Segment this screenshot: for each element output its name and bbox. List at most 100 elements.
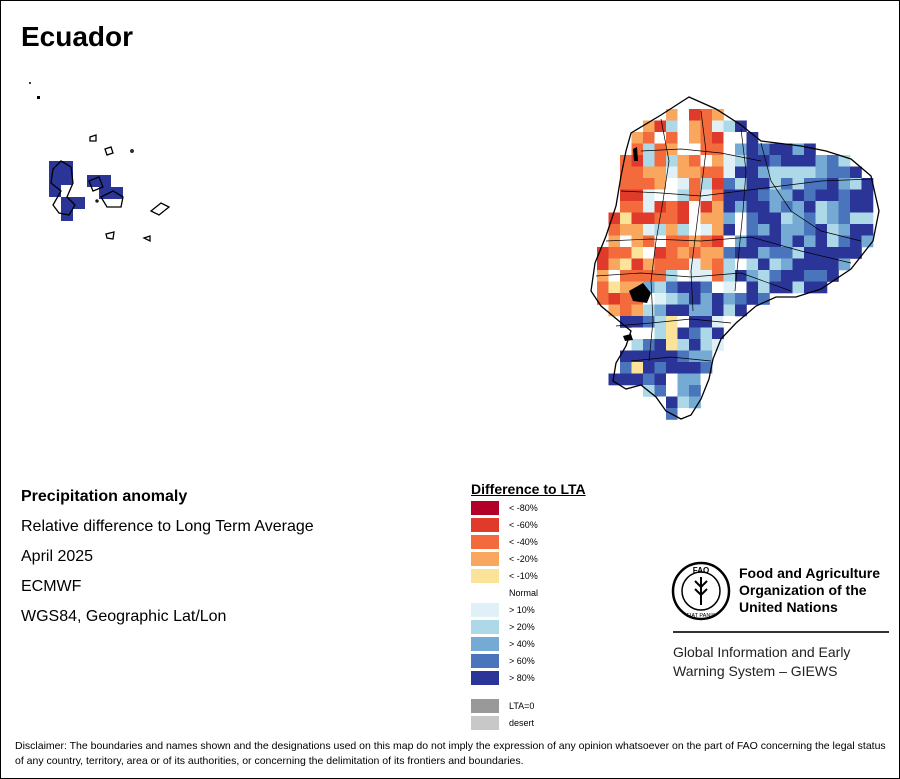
anomaly-cell [654, 235, 667, 248]
anomaly-cell [666, 293, 678, 305]
anomaly-cell [677, 396, 690, 409]
anomaly-cell [758, 235, 770, 248]
anomaly-cell [666, 385, 678, 397]
anomaly-cell [861, 224, 874, 236]
anomaly-cell [620, 235, 632, 248]
anomaly-cell [792, 258, 805, 271]
anomaly-cell [758, 224, 770, 236]
anomaly-cell [712, 166, 724, 179]
anomaly-cell [631, 247, 644, 259]
fao-logo: FAO FIAT PANIS [671, 561, 731, 621]
legend-swatch [471, 535, 499, 549]
anomaly-cell [723, 281, 736, 294]
anomaly-cell [769, 212, 782, 225]
anomaly-cell [700, 178, 713, 190]
anomaly-cell [666, 304, 678, 317]
anomaly-cell [689, 109, 701, 121]
anomaly-cell [677, 304, 690, 317]
anomaly-cell [677, 270, 690, 282]
anomaly-cell [689, 281, 701, 294]
anomaly-cell [746, 235, 759, 248]
anomaly-cell [804, 281, 816, 294]
anomaly-cell [677, 201, 690, 213]
anomaly-cell [712, 281, 724, 294]
anomaly-cell [746, 132, 759, 144]
anomaly-cell [677, 212, 690, 225]
anomaly-cell [620, 362, 632, 374]
anomaly-cell [838, 166, 851, 179]
anomaly-cell [746, 258, 759, 271]
anomaly-cell [677, 350, 690, 363]
anomaly-cell [792, 247, 805, 259]
anomaly-cell [769, 155, 782, 167]
anomaly-cell [723, 258, 736, 271]
anomaly-cell [815, 235, 828, 248]
anomaly-cell [608, 212, 621, 225]
anomaly-cell [769, 189, 782, 202]
map-subtitle: Relative difference to Long Term Average [21, 518, 314, 535]
anomaly-cell [666, 235, 678, 248]
anomaly-cell [827, 224, 839, 236]
anomaly-cell [792, 270, 805, 282]
anomaly-cell [735, 201, 747, 213]
anomaly-cell [746, 166, 759, 179]
anomaly-cell [723, 212, 736, 225]
anomaly-cell [654, 362, 667, 374]
anomaly-cell [850, 247, 862, 259]
anomaly-cell [723, 189, 736, 202]
anomaly-cell [723, 166, 736, 179]
anomaly-cell [654, 293, 667, 305]
anomaly-cell [861, 212, 874, 225]
anomaly-cell [758, 166, 770, 179]
anomaly-cell [712, 143, 724, 156]
anomaly-cell [746, 293, 759, 305]
anomaly-cell [769, 178, 782, 190]
anomaly-cell [631, 362, 644, 374]
anomaly-cell [677, 155, 690, 167]
anomaly-cell [792, 224, 805, 236]
anomaly-cell [689, 396, 701, 409]
legend-item: > 80% [471, 671, 535, 685]
anomaly-cell [643, 132, 655, 144]
anomaly-cell [631, 350, 644, 363]
anomaly-cell [746, 247, 759, 259]
anomaly-cell [643, 155, 655, 167]
anomaly-cell [654, 385, 667, 397]
anomaly-cell [643, 166, 655, 179]
map-source: ECMWF [21, 578, 82, 595]
anomaly-cell [654, 155, 667, 167]
anomaly-cell [723, 316, 736, 328]
anomaly-cell [677, 120, 690, 133]
map-projection: WGS84, Geographic Lat/Lon [21, 608, 227, 625]
galapagos-islands-outline [50, 134, 171, 243]
anomaly-cell [723, 120, 736, 133]
anomaly-cell [838, 201, 851, 213]
anomaly-cell [643, 201, 655, 213]
anomaly-cell [643, 293, 655, 305]
anomaly-cell [631, 235, 644, 248]
anomaly-cell [827, 155, 839, 167]
anomaly-cell [677, 235, 690, 248]
anomaly-cell [631, 270, 644, 282]
anomaly-cell [689, 362, 701, 374]
anomaly-cell [61, 161, 73, 173]
anomaly-cell [689, 212, 701, 225]
anomaly-cell [804, 201, 816, 213]
anomaly-cell [643, 258, 655, 271]
anomaly-cell [654, 258, 667, 271]
anomaly-cell [815, 224, 828, 236]
anomaly-cell [804, 178, 816, 190]
anomaly-cell [666, 316, 678, 328]
anomaly-cell [666, 373, 678, 386]
anomaly-cell [827, 235, 839, 248]
anomaly-cell [769, 166, 782, 179]
anomaly-cell [838, 155, 851, 167]
legend-item: > 40% [471, 637, 535, 651]
anomaly-cell [608, 224, 621, 236]
anomaly-cell [723, 235, 736, 248]
anomaly-cell [608, 247, 621, 259]
anomaly-cell [620, 166, 632, 179]
legend-item: < -80% [471, 501, 538, 515]
anomaly-cell [815, 258, 828, 271]
anomaly-cell [700, 155, 713, 167]
